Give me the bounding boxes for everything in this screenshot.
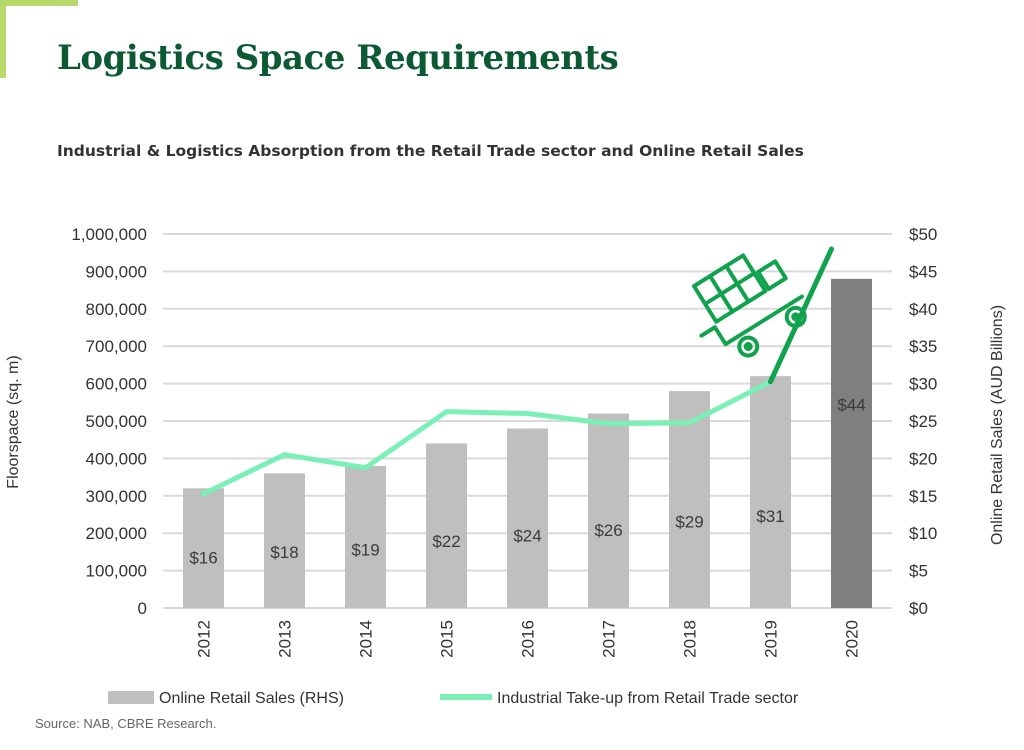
x-tick-label: 2014 bbox=[357, 620, 376, 658]
y2-tick-label: $45 bbox=[909, 262, 937, 281]
y2-tick-label: $30 bbox=[909, 375, 937, 394]
right-axis-label: Online Retail Sales (AUD Billions) bbox=[989, 305, 1006, 545]
line-path bbox=[201, 379, 773, 497]
y-tick-label: 400,000 bbox=[86, 449, 147, 468]
bar-label: $18 bbox=[270, 543, 298, 562]
legend-swatch-bar bbox=[108, 691, 154, 704]
bar-label: $29 bbox=[675, 513, 703, 532]
left-axis-label: Floorspace (sq. m) bbox=[5, 355, 22, 488]
legend: Online Retail Sales (RHS) Industrial Tak… bbox=[108, 690, 799, 707]
bar bbox=[588, 413, 629, 608]
corner-accent bbox=[0, 0, 78, 78]
bar-label: $22 bbox=[432, 532, 460, 551]
y-tick-label: 200,000 bbox=[86, 524, 147, 543]
bar bbox=[345, 465, 386, 608]
right-axis-ticks: $0 $5 $10 $15 $20 $25 $30 $35 $40 $45 $50 bbox=[909, 225, 937, 618]
bar-label: $26 bbox=[594, 521, 622, 540]
cart-wheel bbox=[784, 305, 807, 328]
y-tick-label: 0 bbox=[138, 599, 147, 618]
x-tick-label: 2015 bbox=[438, 620, 457, 658]
y2-tick-label: $5 bbox=[909, 562, 928, 581]
cart-handle bbox=[699, 294, 804, 347]
cart-wheel-hub bbox=[791, 312, 801, 322]
bar-label: $44 bbox=[837, 396, 865, 415]
y-tick-label: 300,000 bbox=[86, 487, 147, 506]
y2-tick-label: $15 bbox=[909, 487, 937, 506]
y2-tick-label: $40 bbox=[909, 300, 937, 319]
chart-title: Industrial & Logistics Absorption from t… bbox=[57, 142, 804, 160]
y-tick-label: 500,000 bbox=[86, 412, 147, 431]
y-tick-label: 900,000 bbox=[86, 262, 147, 281]
y2-tick-label: $25 bbox=[909, 412, 937, 431]
y2-tick-label: $0 bbox=[909, 599, 928, 618]
bar bbox=[669, 391, 710, 608]
cart-wheel-hub bbox=[743, 342, 753, 352]
bar-data-labels: $16 $18 $19 $22 $24 $26 $29 $31 $44 bbox=[189, 396, 865, 568]
y-tick-label: 700,000 bbox=[86, 337, 147, 356]
bar bbox=[507, 428, 548, 608]
cart-crate bbox=[756, 259, 788, 291]
cart-body bbox=[691, 253, 807, 358]
y-tick-label: 1,000,000 bbox=[71, 225, 147, 244]
forecast-line bbox=[768, 246, 834, 385]
cart-wheel bbox=[737, 335, 760, 358]
y2-tick-label: $10 bbox=[909, 524, 937, 543]
x-tick-label: 2012 bbox=[195, 620, 214, 658]
bar-label: $19 bbox=[351, 540, 379, 559]
y-tick-label: 100,000 bbox=[86, 562, 147, 581]
x-tick-label: 2016 bbox=[519, 620, 538, 658]
x-tick-label: 2020 bbox=[843, 620, 862, 658]
x-tick-label: 2018 bbox=[681, 620, 700, 658]
bar bbox=[750, 376, 791, 608]
y-tick-label: 800,000 bbox=[86, 300, 147, 319]
x-tick-label: 2013 bbox=[276, 620, 295, 658]
page-title: Logistics Space Requirements bbox=[57, 38, 619, 78]
legend-label-bar: Online Retail Sales (RHS) bbox=[159, 690, 344, 707]
source-note: Source: NAB, CBRE Research. bbox=[35, 716, 217, 731]
y2-tick-label: $20 bbox=[909, 449, 937, 468]
bar bbox=[183, 488, 224, 608]
x-axis-ticks: 2012 2013 2014 2015 2016 2017 2018 2019 2020 bbox=[195, 620, 862, 658]
bar bbox=[426, 443, 467, 608]
bar bbox=[831, 278, 872, 608]
bar-label: $31 bbox=[756, 507, 784, 526]
cart-box-divider bbox=[703, 271, 757, 306]
legend-label-line: Industrial Take-up from Retail Trade sec… bbox=[497, 690, 799, 707]
shopping-cart-icon bbox=[691, 253, 807, 358]
y2-tick-label: $35 bbox=[909, 337, 937, 356]
x-tick-label: 2017 bbox=[600, 620, 619, 658]
line-series bbox=[201, 246, 834, 497]
y2-tick-label: $50 bbox=[909, 225, 937, 244]
left-axis-ticks: 0 100,000 200,000 300,000 400,000 500,000 600,… bbox=[71, 225, 147, 618]
bar bbox=[264, 473, 305, 608]
y-tick-label: 600,000 bbox=[86, 375, 147, 394]
bar-series bbox=[183, 278, 872, 608]
bar-label: $16 bbox=[189, 549, 217, 568]
x-tick-label: 2019 bbox=[762, 620, 781, 658]
bar-label: $24 bbox=[513, 527, 541, 546]
